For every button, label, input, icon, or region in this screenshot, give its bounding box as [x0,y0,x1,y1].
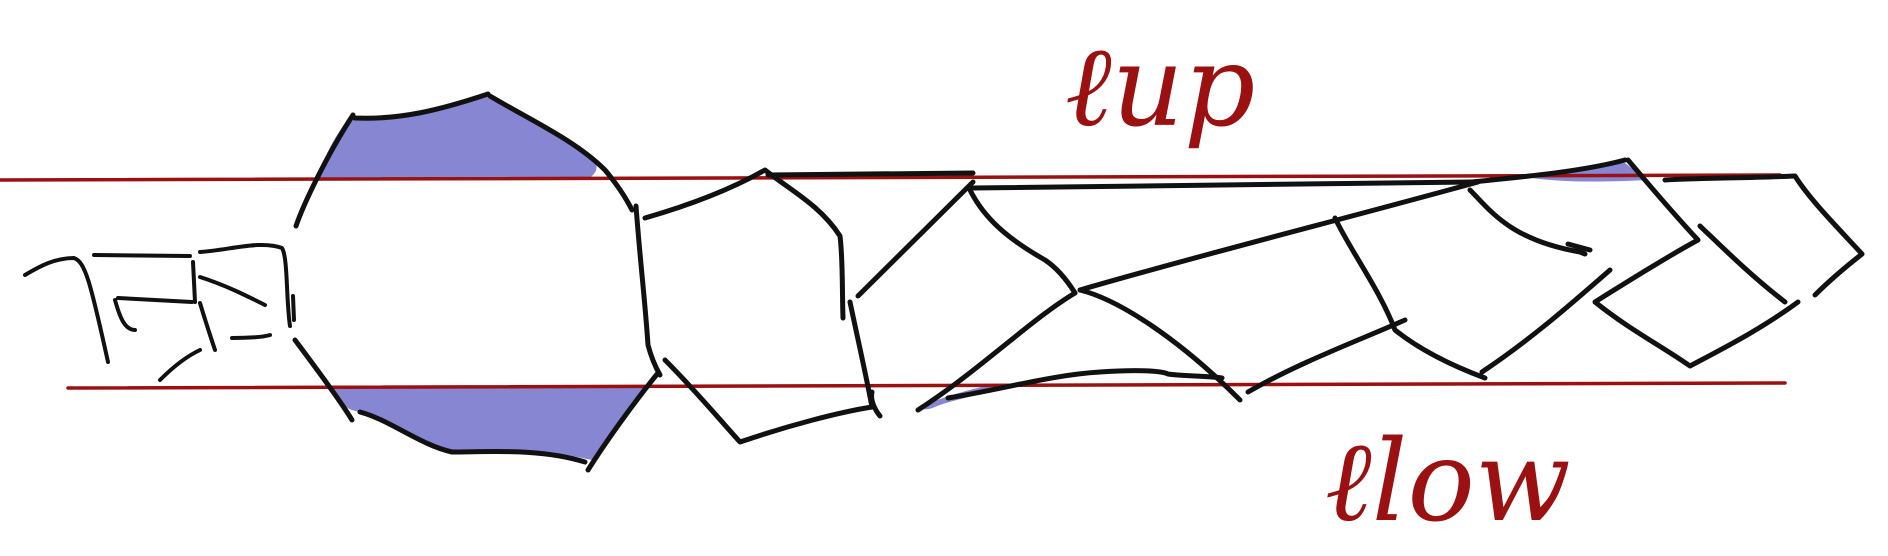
octagon-bottom [292,337,661,473]
edge-diagonal-long [1077,179,1481,293]
label-upper-line: ℓup [1065,22,1255,152]
edge-right-a [1332,215,1613,381]
octagon-right [633,203,663,378]
label-lower-line: ℓlow [1325,417,1571,547]
edge-right-e [1697,223,1788,305]
shaded-regions [318,95,1646,460]
edge-mid-a [855,179,1078,299]
cell-left [642,167,875,445]
octagon-left-stub [291,294,296,322]
labels: ℓup ℓlow [1065,22,1571,547]
shaded-region-bottom-left [330,386,650,460]
left-squiggle [23,242,292,382]
edge-right-b [1467,187,1593,257]
edge-top-long [765,170,1475,191]
edge-lower-left [915,290,1225,413]
edge-right-d [1662,173,1865,298]
edge-lower-mid [1077,287,1408,403]
sketch-strokes [23,91,1865,473]
cell-left-inner-edge [869,389,883,419]
octagon-top [293,91,635,229]
upper-bound-line [0,173,1782,182]
shaded-region-top-left [318,95,597,180]
edge-right-c [1469,157,1801,369]
lower-bound-line [66,381,1787,390]
